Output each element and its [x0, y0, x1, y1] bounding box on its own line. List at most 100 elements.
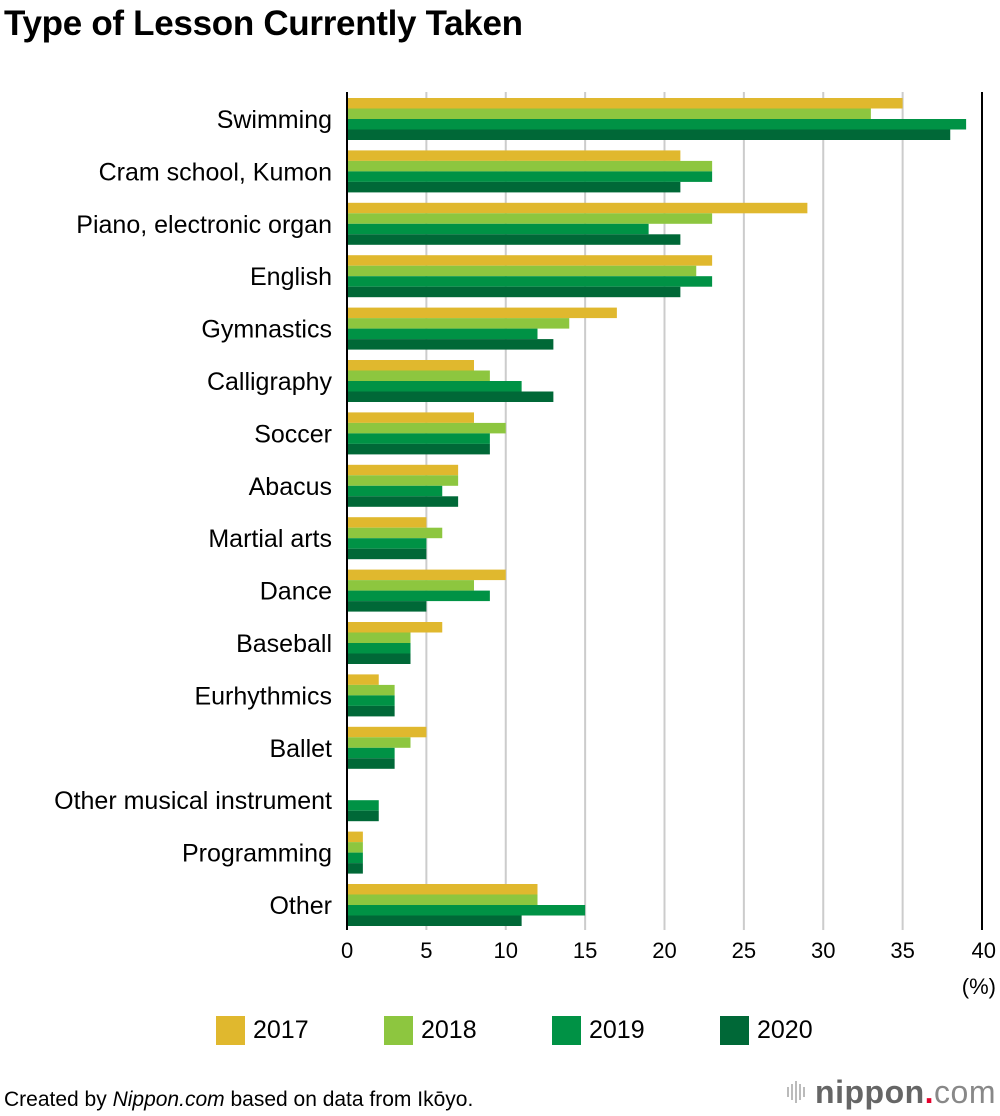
- bar-2018: [347, 108, 871, 119]
- source-prefix: Created by: [4, 1088, 113, 1111]
- category-label: English: [250, 263, 332, 291]
- bar-2017: [347, 464, 459, 476]
- category-label: Ballet: [269, 735, 332, 763]
- axes: [346, 92, 983, 930]
- bar-2020: [347, 810, 379, 822]
- x-tick-label: 20: [652, 938, 676, 963]
- bar-2019: [347, 328, 538, 340]
- legend-item-2020: 2020: [720, 1012, 813, 1048]
- bar-2017: [347, 150, 681, 161]
- bar-2019: [347, 643, 411, 654]
- bar-2018: [347, 842, 363, 853]
- bar-2020: [347, 339, 554, 350]
- bar-2019: [347, 695, 395, 706]
- bar-2020: [347, 286, 681, 298]
- bar-2020: [347, 653, 411, 664]
- category-label: Programming: [182, 840, 332, 868]
- bar-2018: [347, 527, 443, 539]
- x-tick-label: 10: [494, 938, 518, 963]
- legend-swatch: [552, 1015, 581, 1045]
- x-tick-label: 35: [890, 938, 914, 963]
- category-label: Calligraphy: [207, 368, 333, 396]
- bar-2020: [347, 705, 395, 717]
- legend-item-2019: 2019: [552, 1012, 645, 1048]
- source-suffix: based on data from Ikōyo.: [224, 1088, 474, 1111]
- x-tick-label: 30: [811, 938, 835, 963]
- bar-2018: [347, 160, 713, 172]
- chart-title: Type of Lesson Currently Taken: [4, 4, 523, 43]
- x-tick-label: 5: [420, 938, 432, 963]
- logo-soundwave-icon: [787, 1077, 807, 1107]
- category-label: Other musical instrument: [54, 787, 332, 815]
- bar-2017: [347, 360, 474, 371]
- x-tick-label: 0: [341, 938, 353, 963]
- tick-labels: 0 5 10 15 20 25 30 35 40 (%): [341, 938, 996, 999]
- bar-2020: [347, 234, 681, 245]
- bar-2019: [347, 223, 649, 235]
- legend-label: 2017: [253, 1015, 309, 1044]
- category-label: Eurhythmics: [194, 682, 332, 710]
- nippon-logo: nippon.com: [787, 1072, 996, 1112]
- bar-2020: [347, 758, 395, 769]
- x-tick-label: 25: [732, 938, 756, 963]
- bar-2019: [347, 381, 522, 392]
- bar-2020: [347, 601, 427, 612]
- bar-2017: [347, 202, 808, 214]
- bar-2019: [347, 276, 713, 287]
- category-label: Piano, electronic organ: [76, 211, 332, 239]
- bar-2020: [347, 496, 459, 507]
- legend-swatch: [720, 1015, 749, 1045]
- x-tick-label: 40: [972, 938, 996, 963]
- bar-2020: [347, 915, 522, 926]
- category-label: Abacus: [249, 473, 332, 501]
- bar-2017: [347, 255, 713, 266]
- legend-label: 2018: [421, 1015, 477, 1044]
- bar-2018: [347, 684, 395, 696]
- category-label: Gymnastics: [201, 316, 332, 344]
- bar-2020: [347, 391, 554, 402]
- bar-2017: [347, 569, 506, 581]
- category-label: Other: [269, 892, 332, 920]
- bar-2017: [347, 831, 363, 843]
- category-label: Martial arts: [208, 525, 332, 553]
- bar-2017: [347, 726, 427, 738]
- category-label: Swimming: [217, 106, 332, 134]
- legend-label: 2020: [757, 1015, 813, 1044]
- bar-2017: [347, 517, 427, 528]
- bar-2020: [347, 129, 951, 140]
- bar-2018: [347, 265, 697, 277]
- bar-2020: [347, 181, 681, 193]
- logo-tld: com: [934, 1073, 996, 1110]
- category-label: Dance: [260, 578, 332, 606]
- bar-2018: [347, 370, 490, 381]
- bar-2020: [347, 548, 427, 560]
- bar-chart: Swimming Cram school, Kumon Piano, electro…: [54, 92, 996, 999]
- bar-2018: [347, 894, 538, 905]
- bar-2017: [347, 98, 903, 109]
- legend-label: 2019: [589, 1015, 645, 1044]
- x-tick-label: 15: [573, 938, 597, 963]
- legend: 2017 2018 2019 2020: [0, 1012, 1000, 1052]
- bar-2018: [347, 737, 411, 748]
- bar-2019: [347, 119, 967, 130]
- bar-2019: [347, 590, 490, 602]
- logo-name: nippon: [815, 1073, 925, 1110]
- bar-2018: [347, 475, 459, 486]
- bar-2019: [347, 171, 713, 182]
- bar-2019: [347, 538, 427, 549]
- bars: [347, 98, 967, 926]
- legend-item-2018: 2018: [384, 1012, 477, 1048]
- bar-2017: [347, 674, 379, 685]
- bar-2019: [347, 852, 363, 864]
- bar-2020: [347, 863, 363, 874]
- bar-2017: [347, 884, 538, 895]
- bar-2018: [347, 580, 474, 591]
- x-axis-unit: (%): [962, 974, 996, 999]
- bar-2019: [347, 905, 586, 916]
- bar-2020: [347, 443, 490, 455]
- legend-swatch: [216, 1015, 245, 1045]
- logo-dot: .: [924, 1073, 935, 1110]
- legend-swatch: [384, 1015, 413, 1045]
- bar-2018: [347, 632, 411, 643]
- bar-2018: [347, 422, 506, 434]
